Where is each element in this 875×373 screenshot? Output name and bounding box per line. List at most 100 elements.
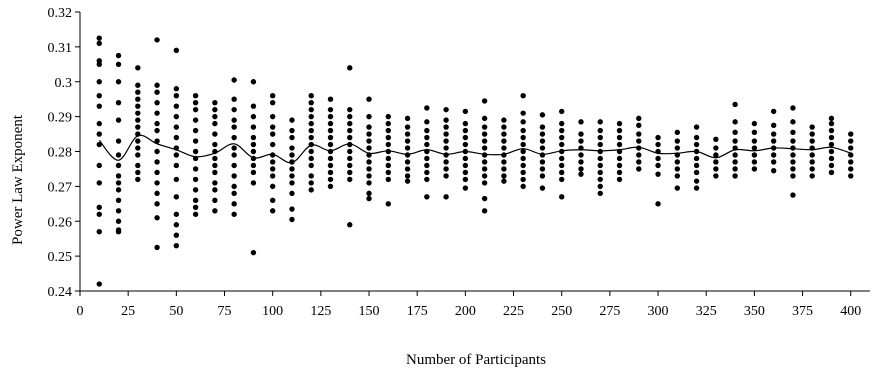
data-point: [289, 166, 295, 172]
data-point: [809, 173, 815, 179]
data-point: [385, 148, 391, 155]
data-point: [424, 176, 430, 183]
data-point: [424, 127, 430, 134]
data-point: [559, 169, 565, 176]
data-point: [366, 124, 372, 130]
data-point: [809, 124, 815, 130]
y-tick-label: 0.27: [48, 180, 73, 195]
data-point: [597, 190, 603, 197]
data-point: [385, 120, 391, 127]
data-point: [231, 152, 237, 158]
data-point: [443, 124, 449, 130]
data-point: [269, 166, 276, 172]
x-tick-label: 200: [455, 304, 476, 319]
data-point: [481, 98, 488, 104]
data-point: [597, 155, 603, 162]
data-point: [212, 131, 218, 137]
data-point: [520, 155, 526, 162]
data-point: [135, 124, 141, 130]
data-point: [96, 204, 102, 210]
x-tick-label: 0: [77, 304, 84, 319]
data-point: [327, 96, 334, 102]
data-point: [693, 124, 700, 130]
data-point: [96, 180, 102, 186]
data-point: [520, 141, 526, 148]
y-tick-label: 0.25: [48, 250, 73, 265]
data-point: [597, 127, 603, 134]
data-point: [462, 120, 469, 127]
data-point: [289, 152, 295, 158]
data-point: [443, 166, 449, 172]
data-point: [154, 159, 160, 165]
data-point: [443, 173, 449, 179]
x-tick-label: 225: [503, 304, 524, 319]
data-point: [481, 180, 488, 186]
data-point: [327, 106, 334, 113]
data-point: [597, 148, 603, 155]
data-point: [115, 152, 122, 158]
data-point: [192, 176, 199, 183]
data-point: [732, 129, 738, 136]
data-point: [308, 155, 314, 162]
data-point: [404, 115, 411, 122]
data-point: [269, 93, 276, 99]
data-point: [828, 134, 835, 141]
data-point: [520, 148, 526, 155]
data-point: [693, 185, 700, 191]
data-point: [443, 117, 449, 123]
data-point: [385, 134, 391, 141]
data-point: [366, 195, 372, 202]
y-tick-label: 0.29: [48, 111, 73, 126]
data-point: [385, 176, 391, 183]
x-tick-label: 250: [551, 304, 572, 319]
data-point: [308, 113, 314, 120]
x-tick-label: 150: [359, 304, 380, 319]
data-point: [385, 201, 391, 207]
data-point: [404, 173, 411, 179]
data-point: [539, 145, 546, 151]
data-point: [231, 124, 237, 130]
data-point: [347, 134, 353, 141]
data-point: [732, 173, 738, 179]
data-point: [327, 155, 334, 162]
data-point: [154, 82, 160, 88]
data-point: [481, 145, 488, 151]
scatter-points: [96, 35, 854, 287]
data-point: [212, 113, 218, 120]
data-point: [135, 176, 141, 183]
x-tick-label: 400: [840, 304, 861, 319]
x-tick-label: 125: [310, 304, 331, 319]
data-point: [578, 159, 584, 165]
data-point: [520, 110, 526, 116]
data-point: [154, 201, 160, 207]
data-point: [616, 141, 623, 148]
data-point: [135, 162, 141, 169]
data-point: [385, 162, 391, 169]
data-point: [173, 194, 180, 200]
data-point: [559, 176, 565, 183]
data-point: [848, 166, 854, 172]
data-point: [481, 131, 488, 137]
data-point: [828, 115, 835, 122]
data-point: [559, 194, 565, 200]
data-point: [424, 105, 430, 111]
data-point: [289, 134, 295, 141]
data-point: [790, 119, 796, 125]
data-point: [96, 141, 102, 148]
data-point: [250, 169, 257, 176]
data-point: [424, 169, 430, 176]
data-point: [732, 138, 738, 144]
data-point: [231, 173, 237, 179]
data-point: [481, 208, 488, 214]
data-point: [269, 152, 276, 158]
data-point: [597, 162, 603, 169]
data-point: [790, 159, 796, 165]
data-point: [347, 155, 353, 162]
data-point: [96, 229, 102, 235]
data-point: [770, 131, 777, 137]
data-point: [96, 211, 102, 217]
data-point: [212, 106, 218, 113]
data-point: [173, 222, 180, 228]
data-point: [674, 166, 681, 172]
